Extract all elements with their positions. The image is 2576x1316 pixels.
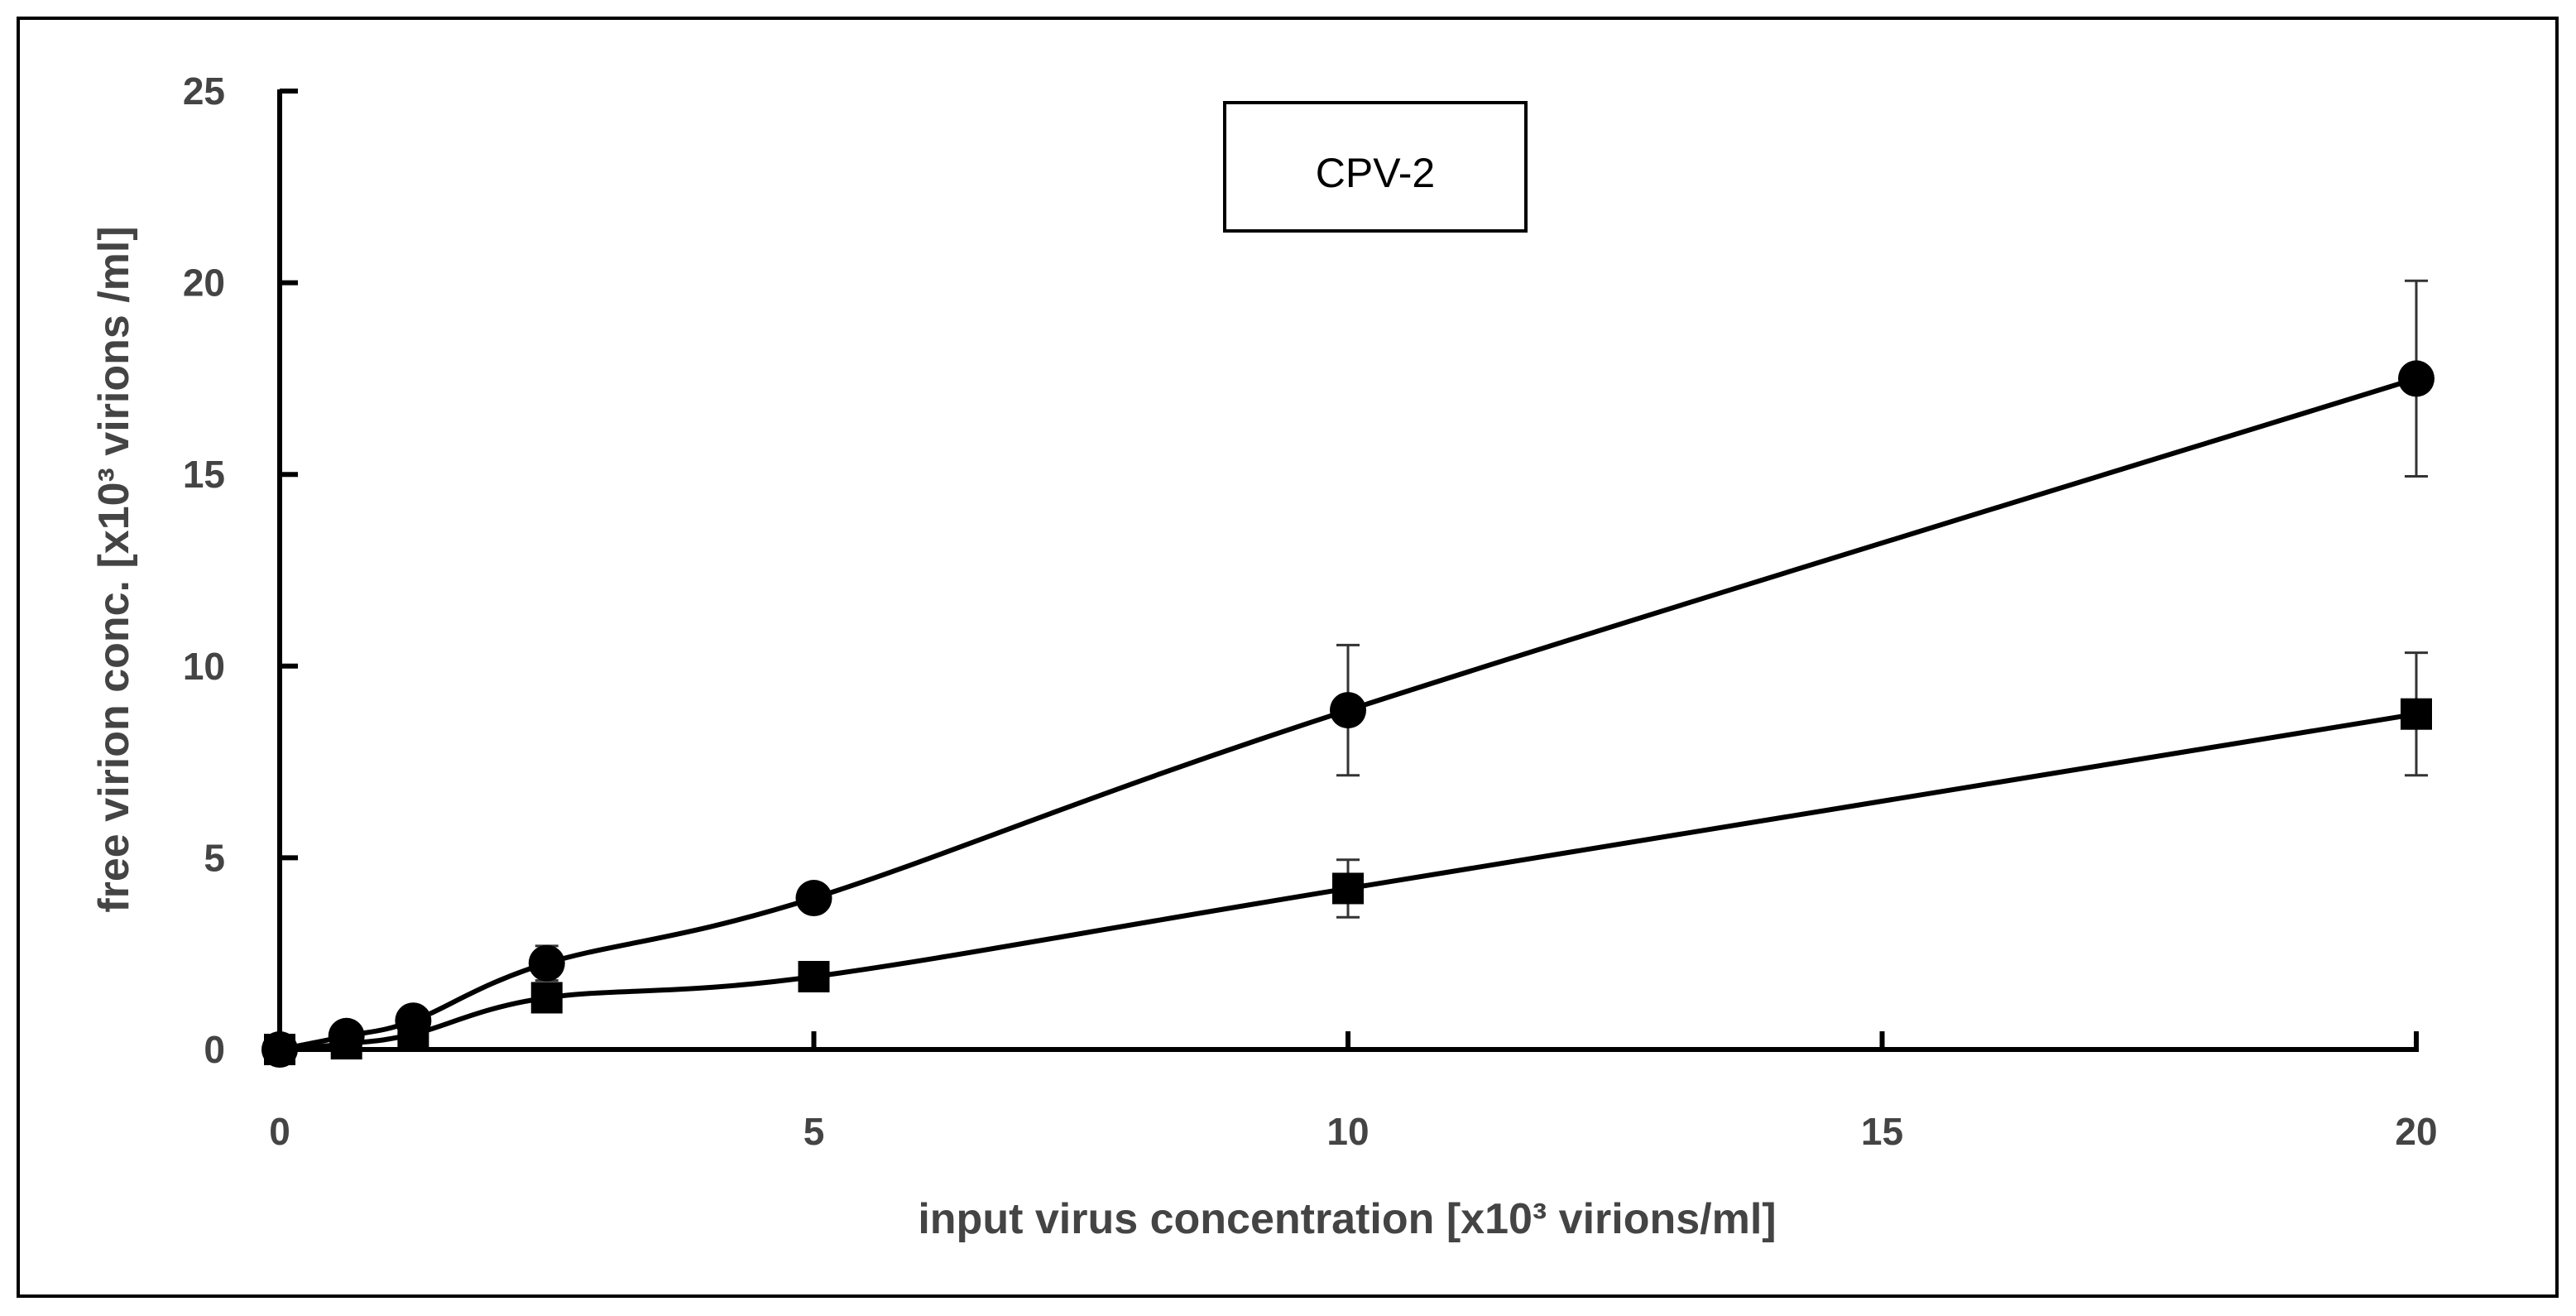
y-tick-label: 15 [183, 453, 225, 496]
y-tick-label: 25 [183, 70, 225, 113]
circle-point [528, 944, 565, 982]
square-point [1332, 872, 1364, 905]
x-tick-labels: 0 5 10 15 20 [269, 1110, 2437, 1153]
square-point [330, 1028, 362, 1060]
x-tick-label: 5 [804, 1110, 825, 1153]
x-tick-label: 15 [1861, 1110, 1903, 1153]
x-tick-label: 0 [269, 1110, 290, 1153]
x-axis-label: input virus concentration [x10³ virions/… [918, 1195, 1776, 1243]
y-axis-label: free virion conc. [x10³ virions /ml] [90, 226, 138, 912]
square-point [798, 960, 830, 992]
series-squares [264, 651, 2432, 1065]
series-circles [261, 279, 2434, 1068]
circle-point [795, 880, 832, 917]
x-tick-label: 10 [1326, 1110, 1369, 1153]
axes [277, 89, 2419, 1052]
y-tick-label: 10 [183, 645, 225, 688]
legend-annotation: CPV-2 [1223, 101, 1528, 233]
series-group [261, 279, 2434, 1068]
y-tick-label: 0 [204, 1028, 225, 1071]
legend-label: CPV-2 [1316, 150, 1436, 196]
square-point [2401, 698, 2432, 730]
y-tick-label: 5 [204, 836, 225, 879]
square-point [530, 982, 563, 1014]
circle-point [2398, 360, 2434, 397]
y-tick-labels: 0 5 10 15 20 25 [183, 70, 225, 1071]
y-tick-label: 20 [183, 262, 225, 305]
square-point [397, 1018, 429, 1050]
legend-box [1223, 101, 1528, 233]
x-tick-label: 20 [2395, 1110, 2437, 1153]
figure-frame [17, 17, 2559, 1298]
square-point [264, 1034, 295, 1065]
circle-point [1330, 692, 1366, 729]
